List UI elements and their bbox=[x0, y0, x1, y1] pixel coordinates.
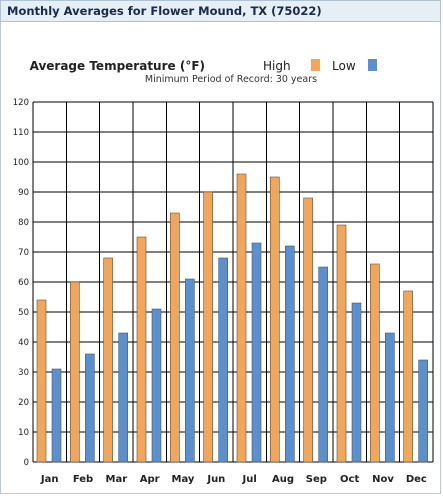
bar-low bbox=[151, 308, 162, 463]
x-tick-label: Dec bbox=[406, 474, 427, 485]
y-tick-label: 20 bbox=[18, 398, 29, 408]
x-tick-label: Apr bbox=[140, 474, 160, 485]
y-tick-label: 120 bbox=[13, 98, 29, 108]
bar-high bbox=[70, 281, 80, 463]
bar-low bbox=[285, 245, 295, 463]
header-bar: Monthly Averages for Flower Mound, TX (7… bbox=[0, 0, 441, 22]
y-tick-label: 80 bbox=[18, 218, 29, 228]
x-tick-label: Aug bbox=[272, 474, 294, 485]
chart-title: Average Temperature (°F) bbox=[30, 59, 205, 73]
legend-low-swatch bbox=[368, 59, 377, 71]
bar-low bbox=[218, 257, 228, 463]
bar-high bbox=[170, 212, 180, 463]
page-title: Monthly Averages for Flower Mound, TX (7… bbox=[7, 4, 322, 18]
bar-high bbox=[270, 176, 280, 463]
y-tick-label: 50 bbox=[18, 308, 29, 318]
y-tick-label: 100 bbox=[13, 158, 29, 168]
bar-low bbox=[118, 332, 128, 463]
y-tick-label: 30 bbox=[18, 368, 29, 378]
bar-high bbox=[336, 224, 347, 463]
bar-high bbox=[36, 299, 47, 463]
x-tick-label: Jun bbox=[206, 474, 225, 485]
bar-low bbox=[351, 302, 362, 463]
y-tick-label: 10 bbox=[18, 428, 29, 438]
y-tick-label: 0 bbox=[24, 458, 29, 468]
bar-high bbox=[136, 236, 147, 463]
y-tick-label: 60 bbox=[18, 278, 29, 288]
y-tick-label: 70 bbox=[18, 248, 29, 258]
y-tick-label: 90 bbox=[18, 188, 29, 198]
legend-low-label: Low bbox=[332, 59, 356, 73]
legend-high-swatch bbox=[311, 59, 320, 71]
bar-high bbox=[370, 263, 380, 463]
x-tick-label: Oct bbox=[340, 474, 359, 485]
chart-panel: Average Temperature (°F) High Low Minimu… bbox=[0, 22, 441, 494]
bar-low bbox=[318, 266, 328, 463]
bar-high bbox=[103, 257, 113, 463]
x-tick-label: Mar bbox=[106, 474, 128, 485]
temperature-chart: Average Temperature (°F) High Low Minimu… bbox=[13, 59, 434, 485]
x-tick-label: Feb bbox=[73, 474, 93, 485]
x-tick-label: Nov bbox=[372, 474, 394, 485]
x-tick-label: May bbox=[172, 474, 195, 485]
y-tick-label: 40 bbox=[18, 338, 29, 348]
bar-low bbox=[85, 353, 95, 463]
bar-low bbox=[51, 368, 62, 463]
bar-low bbox=[418, 359, 428, 463]
chart-subtitle: Minimum Period of Record: 30 years bbox=[145, 74, 317, 85]
bar-high bbox=[403, 290, 413, 463]
x-tick-label: Jul bbox=[242, 474, 257, 485]
bar-high bbox=[303, 197, 313, 463]
bar-high bbox=[236, 173, 247, 463]
plot-area: 0 10 20 30 40 50 60 70 80 90 100 110 120 Jan Feb Mar Apr… bbox=[13, 98, 434, 485]
legend-high-label: High bbox=[263, 59, 291, 73]
x-tick-label: Jan bbox=[40, 474, 59, 485]
bar-low bbox=[185, 278, 195, 463]
bar-high bbox=[203, 191, 213, 463]
bar-low bbox=[251, 242, 262, 463]
y-tick-label: 110 bbox=[13, 128, 29, 138]
bar-low bbox=[385, 332, 395, 463]
x-tick-label: Sep bbox=[306, 474, 327, 485]
